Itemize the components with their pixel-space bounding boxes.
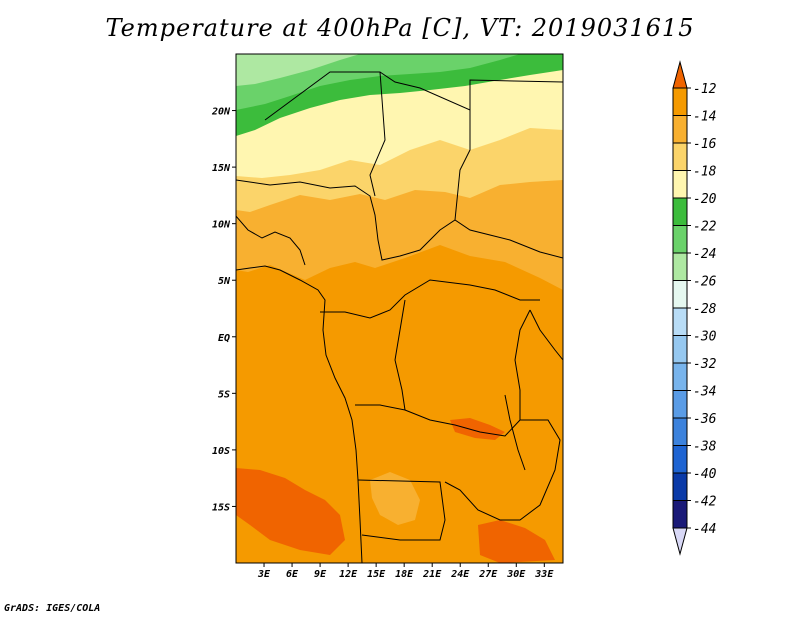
y-axis: 20N 15N 10N 5N EQ 5S 10S 15S xyxy=(211,107,236,513)
colorbar-swatch xyxy=(672,142,688,171)
x-tick-label: 12E xyxy=(339,569,358,580)
colorbar-label: -20 xyxy=(693,192,717,207)
y-tick-label: 20N xyxy=(211,107,231,118)
colorbar-label: -22 xyxy=(693,220,717,235)
colorbar-swatch xyxy=(672,445,688,474)
y-tick-label: 10S xyxy=(212,446,230,457)
colorbar-swatch xyxy=(672,307,688,336)
x-tick-label: 18E xyxy=(395,569,414,580)
x-tick-label: 15E xyxy=(367,569,386,580)
field-light-patch xyxy=(370,472,420,525)
y-tick-label: 15S xyxy=(212,502,230,513)
border-line-5 xyxy=(320,279,540,319)
border-line-12 xyxy=(504,394,526,471)
y-tick-label: 5S xyxy=(218,389,230,400)
colorbar-label: -44 xyxy=(693,522,716,537)
border-line-10 xyxy=(529,309,563,361)
border-line-1 xyxy=(236,179,563,261)
colorbar-label: -24 xyxy=(693,247,716,262)
x-tick-label: 24E xyxy=(450,569,470,580)
colorbar-label: -42 xyxy=(693,495,717,510)
colorbar-label: -14 xyxy=(693,110,716,125)
colorbar-swatch xyxy=(672,335,688,364)
field-warm-patch-se xyxy=(478,520,555,563)
border-line-3 xyxy=(369,71,386,197)
credit-text: GrADS: IGES/COLA xyxy=(4,603,101,614)
x-tick-label: 30E xyxy=(506,569,526,580)
border-line-9 xyxy=(444,419,561,521)
colorbar-swatch xyxy=(672,87,688,116)
colorbar-swatch xyxy=(672,500,688,529)
y-tick-label: EQ xyxy=(218,333,230,344)
colorbar-swatch xyxy=(672,362,688,391)
colorbar-label: -30 xyxy=(693,330,717,345)
colorbar-label: -40 xyxy=(693,467,717,482)
field-warm-patch-mid xyxy=(450,418,505,440)
colorbar-label: -38 xyxy=(693,440,717,455)
y-tick-label: 5N xyxy=(218,276,231,287)
colorbar-label: -16 xyxy=(693,137,717,152)
field-band-26 xyxy=(236,54,360,86)
x-tick-label: 21E xyxy=(422,569,442,580)
border-line-2 xyxy=(264,71,563,121)
x-axis: 3E 6E 9E 12E 15E 18E 21E 24E 27E 30E 33E xyxy=(257,563,554,580)
colorbar-label: -18 xyxy=(693,165,717,180)
colorbar-under-arrow xyxy=(672,527,688,556)
colorbar-label: -36 xyxy=(693,412,717,427)
y-tick-label: 15N xyxy=(212,163,231,174)
x-tick-label: 3E xyxy=(257,569,271,580)
temperature-field xyxy=(236,54,563,563)
colorbar-swatch xyxy=(672,472,688,501)
colorbar-swatch xyxy=(672,197,688,226)
colorbar: -12 -14 -16 -18 -20 -22 -24 -26 -28 -30 -32 -34 -36 -… xyxy=(672,60,717,556)
x-tick-label: 27E xyxy=(478,569,498,580)
colorbar-swatch xyxy=(672,115,688,144)
colorbar-over-arrow xyxy=(672,60,688,89)
borders xyxy=(236,71,563,563)
coastline xyxy=(236,265,363,563)
colorbar-label: -34 xyxy=(693,385,716,400)
colorbar-swatch xyxy=(672,170,688,199)
chart-title: Temperature at 400hPa [C], VT: 201903161… xyxy=(105,14,695,42)
border-line-8 xyxy=(357,479,446,541)
colorbar-label: -12 xyxy=(693,82,717,97)
colorbar-swatch xyxy=(672,280,688,309)
colorbar-label: -32 xyxy=(693,357,717,372)
border-line-6 xyxy=(355,299,406,411)
field-warm-patch-sw xyxy=(236,468,345,555)
colorbar-swatch xyxy=(672,417,688,446)
x-tick-label: 9E xyxy=(314,569,327,580)
y-tick-label: 10N xyxy=(212,220,231,231)
border-line-4 xyxy=(454,110,471,221)
colorbar-label: -26 xyxy=(693,275,717,290)
colorbar-label: -28 xyxy=(693,302,717,317)
plot-frame xyxy=(235,53,564,564)
colorbar-swatch xyxy=(672,225,688,254)
x-tick-label: 6E xyxy=(286,569,299,580)
colorbar-swatch xyxy=(672,390,688,419)
colorbar-swatch xyxy=(672,252,688,281)
x-tick-label: 33E xyxy=(534,569,554,580)
border-line-11 xyxy=(236,215,306,266)
